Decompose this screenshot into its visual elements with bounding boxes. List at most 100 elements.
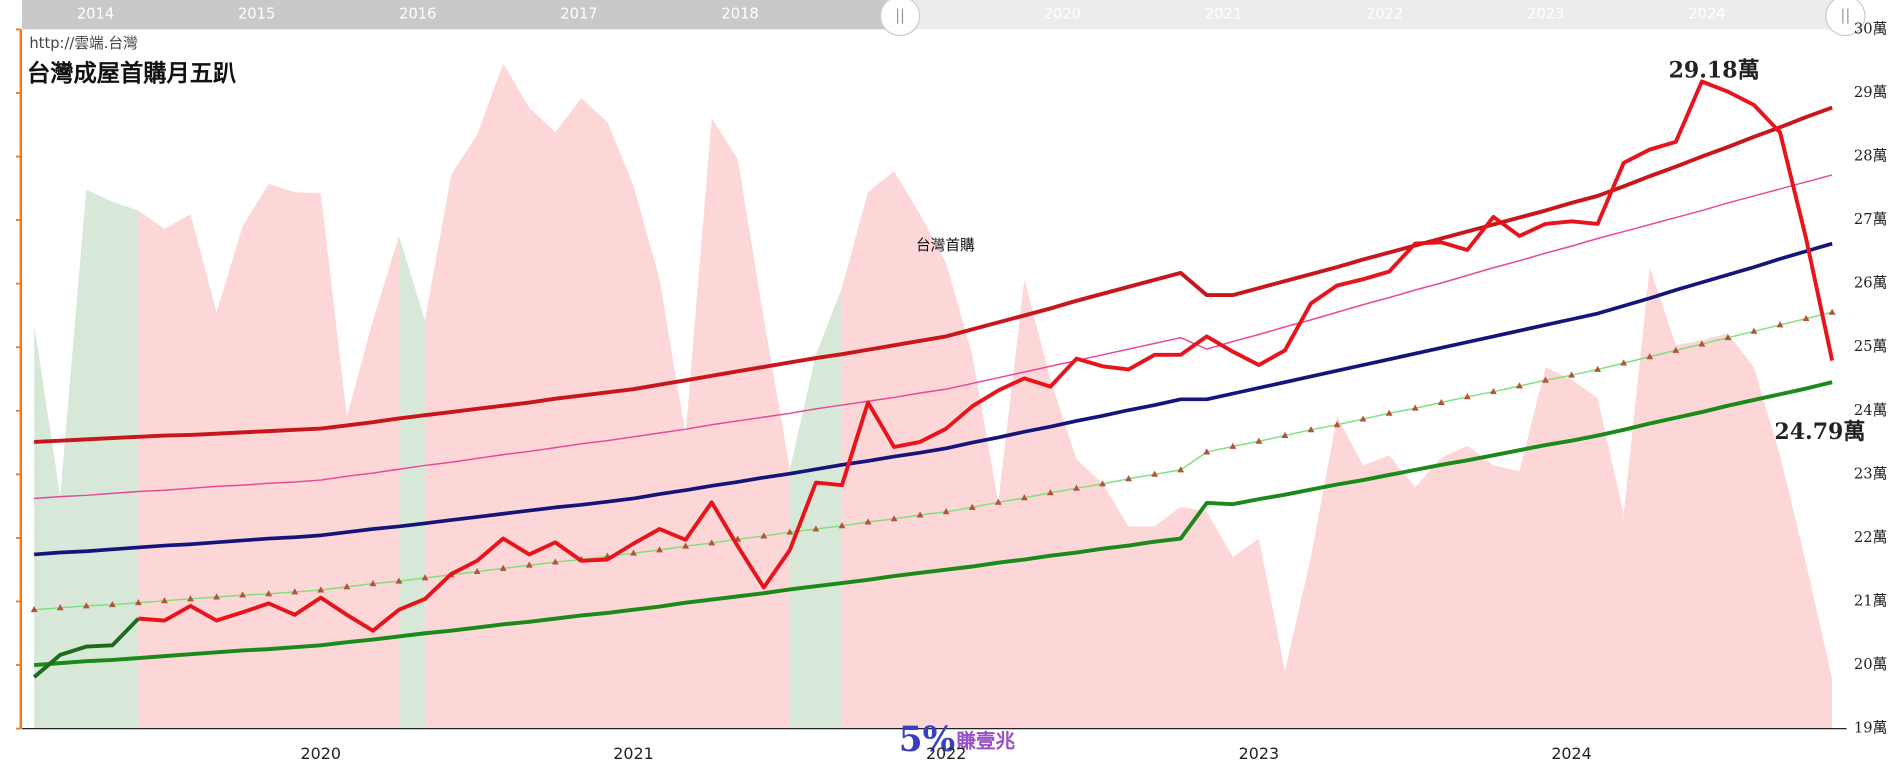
- area-segment: [190, 214, 217, 729]
- area-segment: [1780, 455, 1807, 729]
- area-segment: [763, 318, 790, 729]
- marker: [968, 503, 976, 510]
- y-tick-label: 20萬: [1854, 656, 1887, 673]
- area-segment: [920, 214, 947, 729]
- navigator-label: 2022: [1366, 6, 1403, 23]
- marker: [108, 600, 116, 608]
- marker: [1333, 421, 1341, 428]
- area-segment: [1024, 279, 1051, 729]
- marker: [1802, 314, 1810, 322]
- marker: [1229, 442, 1237, 449]
- area-segment: [868, 171, 895, 729]
- area-layer: [34, 63, 1833, 729]
- y-tick-label: 21萬: [1854, 592, 1887, 609]
- marker: [291, 588, 299, 595]
- area-segment: [1727, 333, 1754, 729]
- marker: [1151, 470, 1159, 477]
- area-segment: [1493, 465, 1520, 729]
- marker: [499, 564, 507, 571]
- area-segment: [425, 174, 452, 729]
- area-segment: [242, 183, 269, 729]
- x-tick-label: 2022: [926, 744, 966, 763]
- area-segment: [1623, 267, 1650, 729]
- navigator-label: 2024: [1688, 6, 1725, 23]
- marker: [473, 567, 481, 575]
- line: [34, 380, 1833, 667]
- line: [32, 617, 140, 679]
- y-tick-label: 22萬: [1854, 529, 1887, 546]
- area-segment: [555, 98, 582, 729]
- area-segment: [529, 107, 556, 729]
- marker: [1776, 321, 1784, 328]
- marker: [1099, 480, 1106, 487]
- marker: [890, 515, 898, 522]
- area-segment: [294, 192, 321, 729]
- marker: [187, 595, 194, 602]
- y-tick-label: 28萬: [1854, 148, 1887, 165]
- marker: [30, 606, 38, 613]
- area-segment: [112, 201, 139, 729]
- area-segment: [607, 122, 634, 729]
- area-segment: [1154, 506, 1181, 729]
- line: [34, 105, 1833, 444]
- area-segment: [1337, 416, 1364, 729]
- marker: [708, 539, 716, 546]
- marker: [1568, 371, 1575, 378]
- line: [34, 311, 1833, 611]
- marker: [1385, 409, 1393, 416]
- marker: [1489, 388, 1497, 395]
- area-segment: [1206, 511, 1233, 729]
- marker: [1255, 437, 1263, 444]
- area-segment: [633, 185, 660, 729]
- area-segment: [451, 134, 478, 729]
- marker: [1177, 466, 1185, 473]
- area-segment: [34, 324, 61, 729]
- y-tick-label: 24萬: [1854, 402, 1887, 419]
- area-segment: [1571, 379, 1598, 729]
- area-segment: [1232, 538, 1259, 729]
- area-segment: [1180, 506, 1207, 729]
- marker: [213, 593, 220, 600]
- y-tick-label: 19萬: [1854, 720, 1887, 737]
- navigator-handle[interactable]: [1825, 0, 1866, 37]
- navigator-handle[interactable]: [879, 0, 921, 37]
- marker: [1073, 484, 1080, 491]
- marker: [1594, 365, 1602, 372]
- area-segment: [998, 279, 1025, 729]
- area-segment: [1258, 538, 1285, 729]
- marker: [1698, 340, 1706, 347]
- area-segment: [659, 279, 686, 729]
- navigator-label: 2021: [1205, 6, 1242, 23]
- area-segment: [1649, 267, 1676, 729]
- marker: [317, 586, 325, 593]
- area-segment: [1675, 340, 1702, 729]
- line-layer: 29.18萬 24.79萬: [30, 58, 1865, 679]
- area-segment: [1310, 416, 1338, 729]
- area-segment: [1467, 445, 1494, 729]
- marker: [1437, 398, 1445, 405]
- navigator-label: 2015: [238, 6, 275, 23]
- area-segment: [60, 189, 87, 729]
- annotation: 台灣首購: [916, 237, 975, 254]
- navigator-selection[interactable]: [22, 0, 901, 30]
- marker: [239, 591, 247, 598]
- marker: [1516, 382, 1523, 389]
- x-tick-label: 2024: [1551, 744, 1591, 763]
- area-segment: [164, 214, 191, 729]
- value-label: 24.79萬: [1774, 419, 1865, 445]
- x-tick-label: 2023: [1239, 744, 1279, 763]
- area-segment: [398, 235, 426, 729]
- marker: [1411, 404, 1419, 411]
- area-segment: [737, 159, 764, 729]
- navigator-labels: 2014 2015 2016 2017 2018 2020 2021 2022 2023 2024: [77, 6, 1726, 23]
- marker: [56, 604, 64, 611]
- area-segment: [320, 193, 347, 729]
- area-segment: [1389, 455, 1416, 729]
- area-segment: [1597, 398, 1624, 729]
- area-segment: [685, 118, 712, 729]
- line: [34, 241, 1833, 557]
- y-tick-label: 29萬: [1854, 84, 1887, 101]
- marker: [994, 498, 1002, 505]
- y-tick-label: 30萬: [1854, 20, 1887, 37]
